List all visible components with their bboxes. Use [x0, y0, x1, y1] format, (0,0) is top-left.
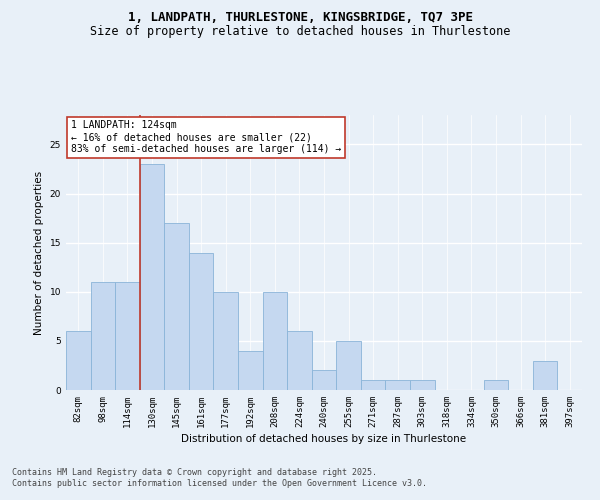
- Bar: [189, 252, 214, 390]
- Bar: [287, 331, 312, 390]
- Bar: [385, 380, 410, 390]
- Bar: [336, 341, 361, 390]
- Bar: [484, 380, 508, 390]
- Bar: [410, 380, 434, 390]
- Bar: [238, 350, 263, 390]
- Bar: [66, 331, 91, 390]
- Text: Size of property relative to detached houses in Thurlestone: Size of property relative to detached ho…: [90, 24, 510, 38]
- Bar: [361, 380, 385, 390]
- Text: Contains HM Land Registry data © Crown copyright and database right 2025.
Contai: Contains HM Land Registry data © Crown c…: [12, 468, 427, 487]
- Bar: [140, 164, 164, 390]
- Bar: [115, 282, 140, 390]
- X-axis label: Distribution of detached houses by size in Thurlestone: Distribution of detached houses by size …: [181, 434, 467, 444]
- Bar: [91, 282, 115, 390]
- Bar: [263, 292, 287, 390]
- Bar: [312, 370, 336, 390]
- Bar: [164, 223, 189, 390]
- Bar: [214, 292, 238, 390]
- Text: 1, LANDPATH, THURLESTONE, KINGSBRIDGE, TQ7 3PE: 1, LANDPATH, THURLESTONE, KINGSBRIDGE, T…: [128, 11, 473, 24]
- Y-axis label: Number of detached properties: Number of detached properties: [34, 170, 44, 334]
- Text: 1 LANDPATH: 124sqm
← 16% of detached houses are smaller (22)
83% of semi-detache: 1 LANDPATH: 124sqm ← 16% of detached hou…: [71, 120, 341, 154]
- Bar: [533, 360, 557, 390]
